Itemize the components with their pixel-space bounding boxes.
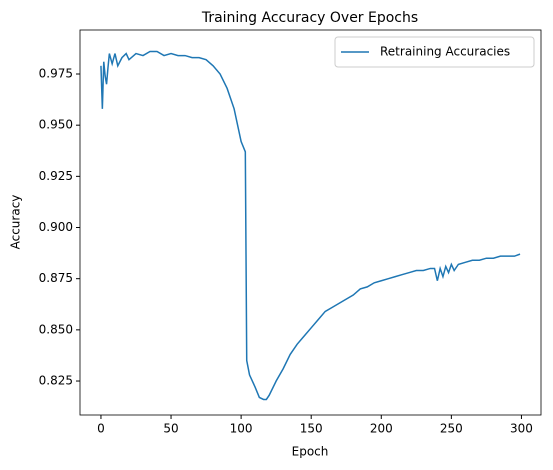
y-tick-label: 0.825 bbox=[39, 374, 73, 388]
legend-label: Retraining Accuracies bbox=[380, 45, 510, 59]
y-tick-label: 0.950 bbox=[39, 118, 73, 132]
y-axis-label: Accuracy bbox=[9, 195, 23, 250]
x-tick-label: 50 bbox=[163, 422, 178, 436]
x-tick-label: 150 bbox=[300, 422, 323, 436]
y-tick-label: 0.900 bbox=[39, 220, 73, 234]
x-tick-label: 100 bbox=[230, 422, 253, 436]
x-tick-label: 300 bbox=[510, 422, 533, 436]
y-tick-label: 0.850 bbox=[39, 322, 73, 336]
x-axis-label: Epoch bbox=[292, 445, 329, 459]
legend-box bbox=[334, 36, 535, 68]
y-tick-label: 0.975 bbox=[39, 67, 73, 81]
data-line bbox=[100, 50, 521, 401]
chart-title: Training Accuracy Over Epochs bbox=[201, 10, 418, 26]
y-tick-label: 0.875 bbox=[39, 271, 73, 285]
x-tick-label: 200 bbox=[370, 422, 393, 436]
plot-frame bbox=[79, 29, 542, 416]
x-tick-label: 250 bbox=[440, 422, 463, 436]
y-tick-label: 0.925 bbox=[39, 169, 73, 183]
x-tick-label: 0 bbox=[97, 422, 105, 436]
